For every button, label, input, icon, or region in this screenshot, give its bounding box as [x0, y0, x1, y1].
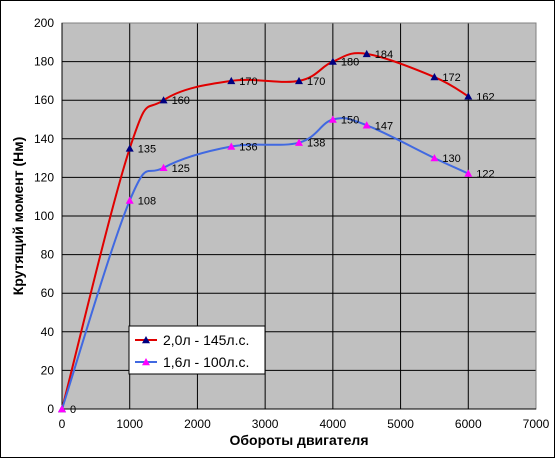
data-label: 125 — [172, 163, 190, 175]
data-label: 130 — [442, 153, 460, 165]
data-point-marker — [227, 142, 236, 150]
data-point-marker — [464, 92, 473, 100]
data-point-marker — [430, 154, 439, 162]
data-label: 0 — [70, 404, 76, 416]
data-point-marker — [362, 121, 371, 129]
y-tick-label: 20 — [41, 363, 55, 377]
data-point-marker — [295, 138, 303, 146]
series-line-2 — [61, 117, 469, 410]
data-point-marker — [295, 76, 303, 85]
data-label: 147 — [375, 120, 393, 132]
y-tick-label: 140 — [34, 132, 54, 146]
x-tick-label: 6000 — [455, 417, 482, 431]
data-label: 135 — [138, 143, 156, 155]
x-tick-label: 7000 — [523, 417, 550, 431]
y-tick-label: 180 — [34, 55, 54, 69]
data-label: 150 — [341, 115, 359, 127]
legend: 2,0л - 145л.с. 1,6л - 100л.с. — [128, 325, 266, 375]
data-label: 162 — [476, 91, 494, 103]
x-tick-label: 2000 — [184, 417, 211, 431]
x-tick-label: 4000 — [320, 417, 347, 431]
data-label: 180 — [341, 57, 359, 69]
y-tick-label: 40 — [41, 325, 55, 339]
y-tick-label: 60 — [41, 286, 55, 300]
data-label: 136 — [239, 142, 257, 154]
data-point-marker — [328, 57, 337, 65]
data-point-marker — [125, 196, 134, 204]
x-tick-label: 3000 — [252, 417, 279, 431]
data-point-marker — [464, 169, 473, 177]
x-tick-label: 0 — [59, 417, 66, 431]
data-point-marker — [125, 144, 134, 152]
y-tick-label: 200 — [34, 16, 54, 30]
data-markers — [58, 49, 473, 413]
y-tick-label: 0 — [47, 402, 54, 416]
legend-marker — [142, 358, 150, 366]
series-line-1 — [61, 52, 469, 410]
y-tick-label: 120 — [34, 170, 54, 184]
data-point-marker — [58, 405, 66, 413]
legend-label: 2,0л - 145л.с. — [163, 332, 249, 348]
data-point-marker — [328, 115, 337, 123]
data-label: 160 — [172, 95, 190, 107]
y-axis-title: Крутящий момент (Нм) — [10, 137, 26, 295]
x-tick-label: 1000 — [116, 417, 143, 431]
data-label: 170 — [307, 76, 325, 88]
axes — [61, 22, 537, 410]
data-point-marker — [430, 73, 439, 81]
data-labels: 0 135 160 170 170 180 184 172 162 108 125 136 138 150… — [70, 49, 495, 416]
data-point-marker — [227, 76, 236, 85]
x-tick-label: 5000 — [387, 417, 414, 431]
data-label: 172 — [442, 72, 460, 84]
legend-box — [128, 325, 266, 375]
data-label: 138 — [307, 138, 325, 150]
x-axis-title: Обороты двигателя — [230, 432, 369, 448]
legend-marker — [142, 336, 150, 344]
data-label: 184 — [375, 49, 393, 61]
data-point-marker — [159, 163, 168, 171]
data-point-marker — [362, 49, 371, 58]
data-point-marker — [159, 96, 168, 104]
data-label: 122 — [476, 169, 494, 181]
series-lines — [61, 52, 469, 410]
y-tick-label: 80 — [41, 248, 55, 262]
legend-label: 1,6л - 100л.с. — [163, 354, 249, 370]
data-label: 108 — [138, 196, 156, 208]
data-label: 170 — [239, 76, 257, 88]
y-tick-label: 100 — [34, 209, 54, 223]
y-tick-label: 160 — [34, 93, 54, 107]
